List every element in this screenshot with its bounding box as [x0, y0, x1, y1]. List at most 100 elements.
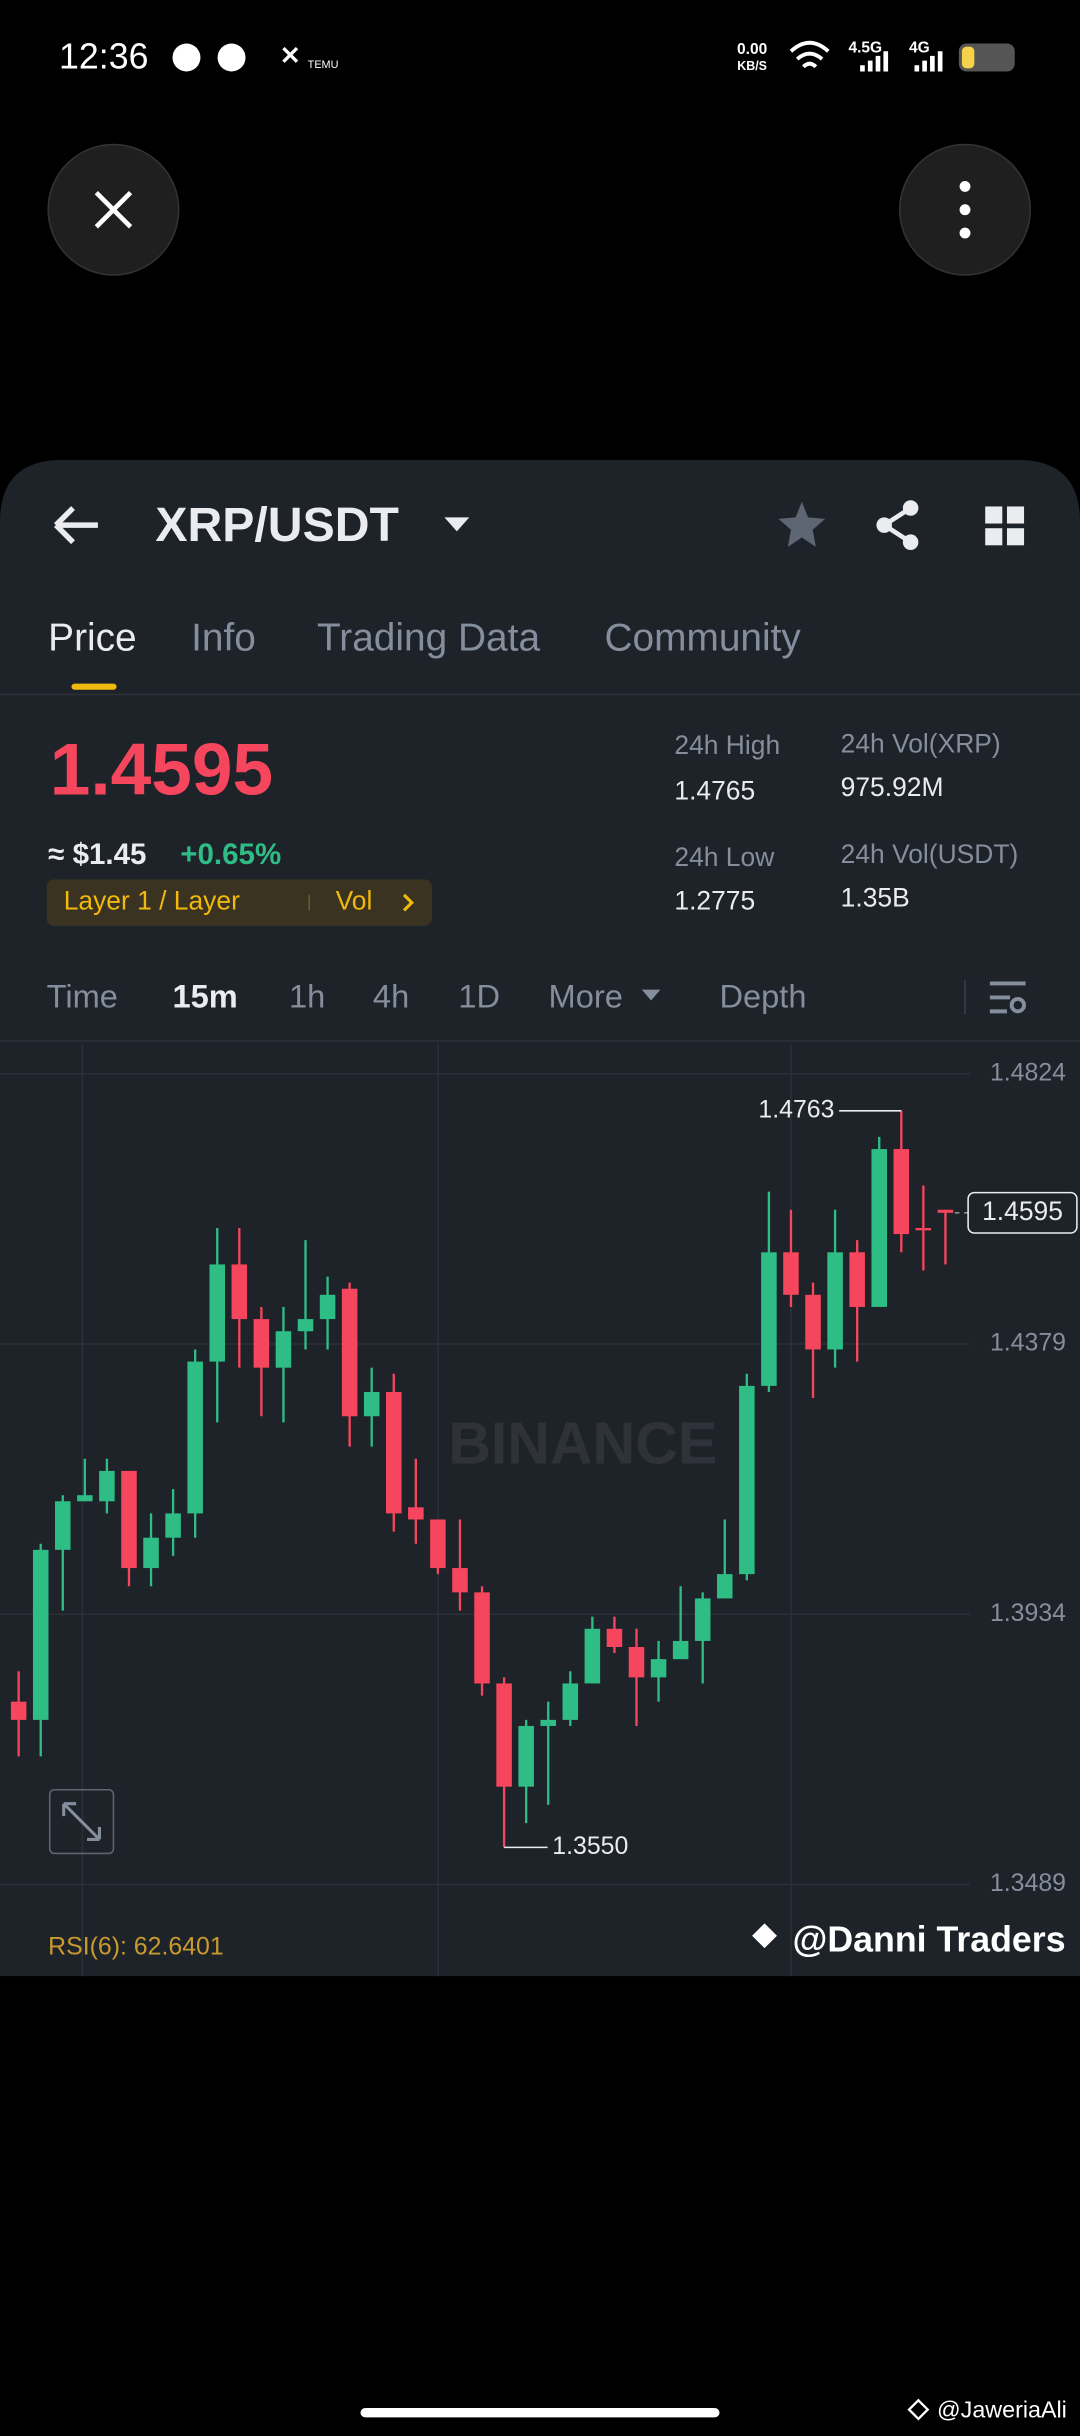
candle-body	[341, 1288, 358, 1417]
tab[interactable]: Price	[48, 616, 136, 659]
candle-body	[363, 1391, 380, 1417]
candle-body	[518, 1725, 534, 1787]
candle-body	[474, 1592, 490, 1684]
interval[interactable]: 15m	[172, 978, 237, 1015]
credit-logo	[752, 1923, 777, 1949]
candle-body	[805, 1294, 821, 1350]
candle-body	[386, 1391, 402, 1514]
candle-body	[761, 1252, 777, 1386]
pair-title[interactable]: XRP/USDT	[155, 498, 399, 552]
back-button[interactable]	[54, 506, 98, 545]
candle-body	[99, 1470, 115, 1502]
status-time: 12:36	[59, 36, 148, 76]
candle-body	[871, 1149, 887, 1307]
battery-level	[961, 46, 975, 69]
candle-body	[672, 1640, 689, 1660]
candle-body	[143, 1537, 159, 1569]
stat-value: 1.35B	[841, 882, 910, 912]
candle-body	[783, 1252, 799, 1295]
candle-body	[739, 1385, 755, 1575]
status-app-label: TEMU	[308, 59, 339, 71]
candle-body	[10, 1701, 27, 1720]
favorite-button[interactable]	[778, 501, 826, 547]
interval[interactable]: 4h	[373, 978, 409, 1015]
candle-body	[253, 1319, 270, 1368]
y-tick-label: 1.3934	[990, 1599, 1066, 1627]
signal-icon	[914, 51, 943, 72]
pair-dropdown[interactable]	[444, 517, 470, 532]
interval[interactable]: Depth	[719, 978, 806, 1015]
tab-indicator	[71, 683, 117, 690]
candle-body	[915, 1227, 932, 1231]
candle-body	[165, 1513, 181, 1538]
share-button[interactable]	[876, 500, 919, 550]
candle-body	[187, 1361, 203, 1514]
candle-body	[893, 1149, 910, 1235]
y-tick-label: 1.3489	[990, 1869, 1066, 1897]
home-indicator[interactable]	[360, 2408, 720, 2418]
candle-body	[430, 1519, 446, 1569]
chart-settings[interactable]	[989, 981, 1026, 1014]
tab[interactable]: Community	[604, 616, 801, 659]
expand-icon	[62, 1802, 102, 1841]
wifi-icon	[789, 40, 830, 69]
status-network: 4G	[909, 39, 930, 56]
stat-label: 24h Vol(USDT)	[841, 839, 1019, 869]
price-change: +0.65%	[180, 838, 281, 871]
candle-body	[849, 1252, 865, 1307]
menu-icon	[959, 227, 971, 239]
status-icon	[172, 43, 201, 72]
layout-button[interactable]	[985, 506, 1025, 546]
last-price: 1.4595	[50, 730, 273, 811]
candle-body	[716, 1574, 733, 1599]
expand-button[interactable]	[48, 1788, 115, 1855]
status-speed: 0.00	[737, 41, 767, 58]
credit: @Danni Traders	[793, 1919, 1066, 1959]
candle-body	[452, 1568, 468, 1593]
tab[interactable]: Trading Data	[317, 616, 540, 659]
interval[interactable]: More	[549, 978, 623, 1015]
candle-body	[827, 1252, 843, 1350]
indicator: RSI(6): 62.6401	[48, 1933, 224, 1961]
interval[interactable]: Time	[47, 978, 118, 1015]
signal-icon	[860, 51, 889, 72]
tag: Layer 1 / Layer	[64, 886, 240, 916]
candle-body	[562, 1683, 579, 1720]
candle-body	[77, 1495, 93, 1502]
menu-icon	[959, 180, 971, 192]
stat-label: 24h Low	[674, 842, 775, 872]
tag-box[interactable]	[46, 879, 432, 926]
candle-body	[231, 1264, 248, 1320]
chart: RSI(6): 62.6401 1.4824 1.4379 1.3934 1.3489…	[0, 1044, 1078, 1977]
last-price-tag	[967, 1191, 1078, 1234]
candle-body	[584, 1628, 601, 1684]
candle-body	[32, 1549, 49, 1720]
candle-body	[319, 1294, 336, 1320]
footer-logo	[907, 2398, 930, 2421]
candle-body	[606, 1628, 623, 1648]
candle-body	[55, 1501, 71, 1550]
interval-dropdown	[641, 989, 661, 1001]
interval[interactable]: 1D	[458, 978, 500, 1015]
stat-value: 1.4765	[674, 775, 755, 805]
candle-body	[694, 1598, 711, 1641]
candle-body	[297, 1319, 314, 1332]
usd-price: ≈ $1.45	[48, 838, 146, 871]
status-speed-unit: KB/S	[737, 59, 767, 73]
interval[interactable]: 1h	[289, 978, 325, 1015]
y-tick-label: 1.4379	[990, 1329, 1066, 1357]
menu-icon	[959, 204, 971, 216]
candle-body	[496, 1683, 512, 1787]
candle-body	[275, 1331, 292, 1368]
close-icon	[94, 190, 133, 229]
stat-label: 24h Vol(XRP)	[841, 729, 1001, 759]
annotation-label: 1.3550	[552, 1832, 628, 1860]
stat-value: 1.2775	[674, 886, 755, 916]
app-card	[0, 459, 1080, 1977]
footer-credit: @JaweriaAli	[937, 2396, 1067, 2422]
status-icon	[217, 43, 246, 72]
candle-body	[121, 1470, 137, 1569]
tag-extra: Vol	[336, 886, 373, 916]
tab[interactable]: Info	[191, 616, 256, 659]
